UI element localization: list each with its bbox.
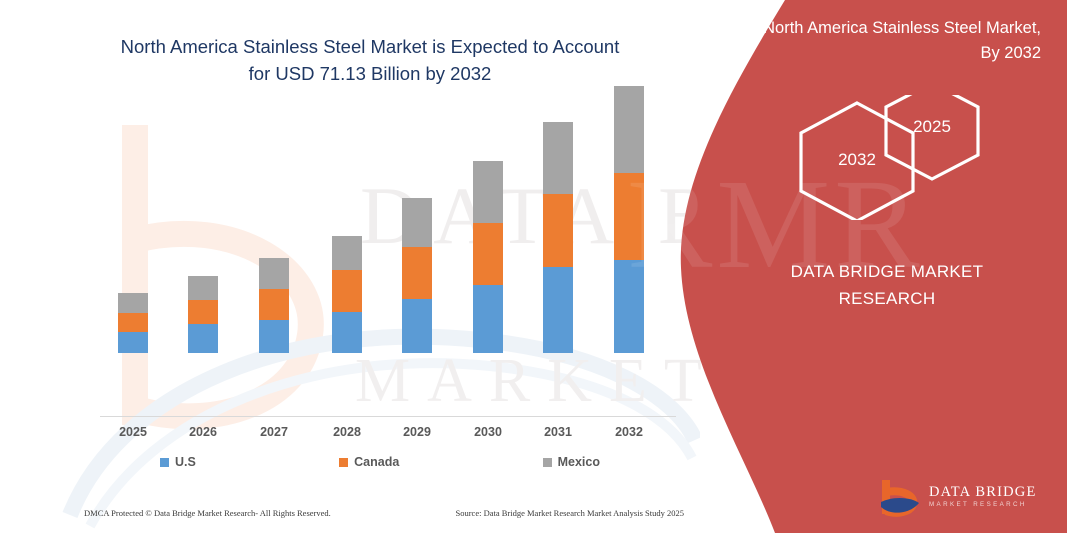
bar-segment-us — [332, 312, 362, 353]
bar-segment-canada — [402, 247, 432, 299]
x-axis-label-2028: 2028 — [333, 425, 361, 439]
bar-segment-canada — [118, 313, 148, 332]
x-axis-label-2030: 2030 — [474, 425, 502, 439]
page-title: North America Stainless Steel Market is … — [60, 33, 680, 87]
data-bridge-logo: DATA BRIDGE MARKET RESEARCH — [877, 479, 1052, 522]
bar-segment-mexico — [118, 293, 148, 313]
bar-2030 — [473, 161, 503, 353]
bar-2029 — [402, 198, 432, 353]
logo-text: DATA BRIDGE MARKET RESEARCH — [929, 484, 1037, 510]
brand-name-line1: DATA BRIDGE MARKET — [790, 262, 984, 281]
bar-2028 — [332, 236, 362, 353]
bar-segment-canada — [473, 223, 503, 285]
legend-item-us[interactable]: U.S — [160, 455, 196, 469]
chart-legend: U.S Canada Mexico — [160, 455, 600, 469]
brand-name: DATA BRIDGE MARKET RESEARCH — [727, 258, 1047, 312]
branding-panel-content: North America Stainless Steel Market, By… — [667, 0, 1067, 533]
bar-segment-us — [118, 332, 148, 353]
legend-item-mexico[interactable]: Mexico — [542, 455, 600, 469]
bar-segment-us — [188, 324, 218, 353]
bar-segment-mexico — [188, 276, 218, 300]
hexagon-label-2032: 2032 — [838, 150, 876, 169]
logo-title: DATA BRIDGE — [929, 484, 1037, 500]
legend-item-canada[interactable]: Canada — [339, 455, 399, 469]
bar-segment-mexico — [473, 161, 503, 223]
bar-segment-us — [402, 299, 432, 353]
bar-2031 — [543, 122, 573, 353]
x-axis-label-2031: 2031 — [544, 425, 572, 439]
bar-2027 — [259, 258, 289, 353]
footer-copyright: DMCA Protected © Data Bridge Market Rese… — [84, 508, 331, 518]
branding-title-line1: North America Stainless Steel Market, — [763, 19, 1041, 37]
bar-segment-us — [543, 267, 573, 353]
bar-segment-us — [473, 285, 503, 353]
branding-title-line2: By 2032 — [980, 44, 1041, 62]
bar-segment-canada — [614, 173, 644, 260]
bar-segment-canada — [259, 289, 289, 320]
branding-panel: RMR North America Stainless Steel Market… — [627, 0, 1067, 533]
red-panel-watermark: RMR — [627, 153, 924, 295]
logo-subtitle: MARKET RESEARCH — [929, 501, 1027, 508]
footer: DMCA Protected © Data Bridge Market Rese… — [84, 508, 684, 518]
bar-segment-mexico — [543, 122, 573, 194]
legend-label-canada: Canada — [354, 455, 400, 469]
bar-2025 — [118, 293, 148, 353]
bar-segment-canada — [543, 194, 573, 267]
bar-segment-canada — [188, 300, 218, 324]
legend-swatch-mexico — [542, 457, 552, 467]
logo-mark-icon — [881, 479, 919, 517]
bar-segment-canada — [332, 270, 362, 312]
hexagon-label-2025: 2025 — [913, 117, 951, 136]
x-axis-label-2032: 2032 — [615, 425, 643, 439]
page-title-line2: for USD 71.13 Billion by 2032 — [248, 63, 492, 84]
x-axis-line — [100, 416, 676, 417]
bar-segment-mexico — [259, 258, 289, 289]
branding-title: North America Stainless Steel Market, By… — [741, 16, 1041, 66]
bar-segment-mexico — [614, 86, 644, 173]
bar-2032 — [614, 86, 644, 353]
stacked-bar-chart: 2025 2026 2027 2028 2029 2030 2031 2032 — [100, 86, 676, 439]
legend-label-mexico: Mexico — [557, 455, 600, 469]
x-axis-label-2027: 2027 — [260, 425, 288, 439]
red-panel-shape — [680, 0, 1067, 533]
bar-2026 — [188, 276, 218, 353]
bar-segment-us — [259, 320, 289, 353]
hexagon-group: 2032 2025 — [782, 81, 1062, 223]
bar-segment-mexico — [332, 236, 362, 270]
legend-swatch-canada — [339, 457, 349, 467]
x-axis-label-2025: 2025 — [119, 425, 147, 439]
x-axis-label-2026: 2026 — [189, 425, 217, 439]
hexagon-2025-shape — [884, 81, 980, 181]
brand-name-line2: RESEARCH — [838, 289, 936, 308]
x-axis-label-2029: 2029 — [403, 425, 431, 439]
bar-segment-mexico — [402, 198, 432, 247]
footer-source: Source: Data Bridge Market Research Mark… — [455, 508, 684, 518]
legend-label-us: U.S — [175, 455, 196, 469]
legend-swatch-us — [160, 457, 169, 467]
page-title-line1: North America Stainless Steel Market is … — [120, 36, 620, 57]
